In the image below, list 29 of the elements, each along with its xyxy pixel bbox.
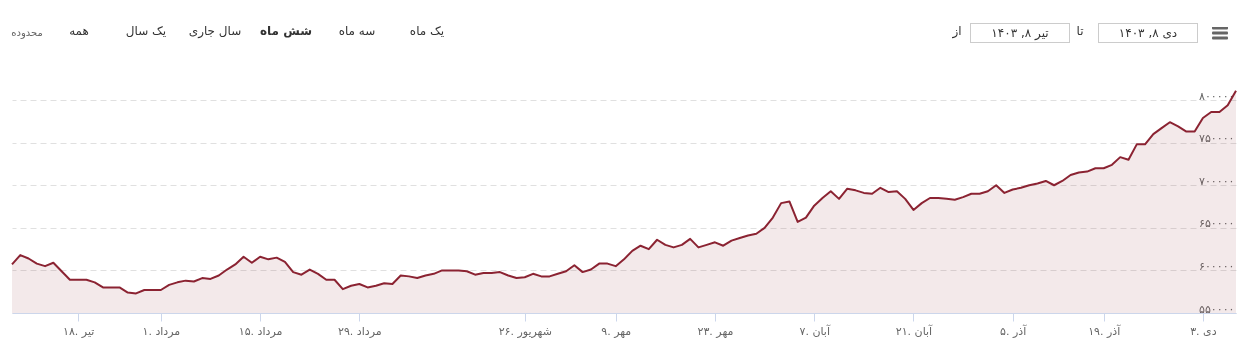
text: سه ماه bbox=[338, 24, 376, 38]
text: یک ماه bbox=[409, 24, 445, 38]
x-tick-label: ۷. آبان bbox=[799, 323, 831, 338]
y-tick-label: ۵۵۰۰۰۰ bbox=[1199, 302, 1235, 316]
text: از bbox=[952, 24, 962, 38]
text: همه bbox=[69, 24, 89, 38]
x-tick-label: ۲۶. شهریور bbox=[498, 324, 552, 338]
text: شش ماه bbox=[260, 24, 312, 38]
text: تیر ۸, ۱۴۰۳ bbox=[970, 23, 1070, 43]
y-tick-label: ۶۰۰۰۰۰ bbox=[1199, 259, 1235, 273]
text: محدوده bbox=[11, 27, 43, 38]
x-tick-label: ۲۹. مرداد bbox=[338, 324, 382, 338]
x-tick-label: ۳. دی bbox=[1190, 324, 1217, 338]
x-tick-label: ۲۳. مهر bbox=[697, 324, 734, 338]
text: سال جاری bbox=[188, 24, 242, 38]
y-tick-label: ۷۵۰۰۰۰ bbox=[1199, 132, 1235, 146]
x-tick-label: ۲۱. آبان bbox=[895, 323, 934, 338]
y-tick-label: ۷۰۰۰۰۰ bbox=[1199, 174, 1235, 188]
x-tick-label: ۱۵. مرداد bbox=[238, 324, 283, 338]
x-tick-label: ۱۸. تیر bbox=[63, 324, 95, 338]
text: دی ۸, ۱۴۰۳ bbox=[1098, 23, 1198, 43]
x-tick-label: ۹. مهر bbox=[601, 324, 632, 338]
text: یک سال bbox=[125, 24, 167, 38]
x-tick-label: ۱. مرداد bbox=[142, 324, 181, 338]
text: تا bbox=[1076, 24, 1084, 38]
y-tick-label: ۶۵۰۰۰۰ bbox=[1199, 217, 1235, 231]
x-tick-label: ۵. آذر bbox=[1000, 323, 1028, 338]
x-tick-label: ۱۹. آذر bbox=[1088, 323, 1122, 338]
y-tick-label: ۸۰۰۰۰۰ bbox=[1199, 89, 1235, 103]
